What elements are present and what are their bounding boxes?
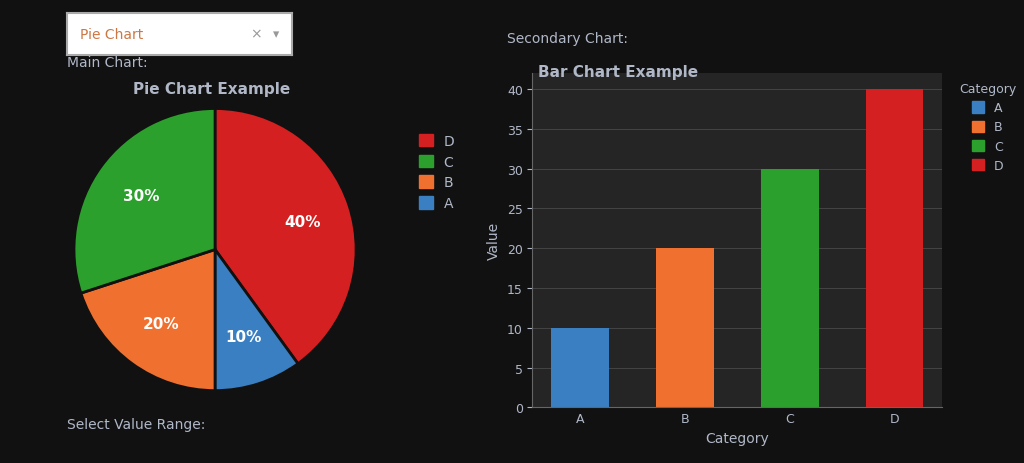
Text: 30%: 30%	[123, 189, 159, 204]
Text: Pie Chart: Pie Chart	[80, 28, 143, 42]
Bar	[551, 328, 609, 407]
Text: 10%: 10%	[225, 330, 261, 344]
Legend: A, B, C, D: A, B, C, D	[956, 80, 1019, 175]
Text: Bar Chart Example: Bar Chart Example	[538, 65, 697, 80]
Wedge shape	[215, 250, 298, 391]
Wedge shape	[74, 109, 215, 294]
Y-axis label: Value: Value	[487, 222, 502, 260]
Text: Secondary Chart:: Secondary Chart:	[507, 32, 628, 46]
Text: 40%: 40%	[284, 214, 321, 229]
X-axis label: Category: Category	[706, 431, 769, 445]
Text: 20%: 20%	[142, 317, 179, 332]
Text: ▾: ▾	[273, 28, 280, 41]
Wedge shape	[215, 109, 356, 364]
Text: ×: ×	[250, 28, 261, 42]
Legend: D, C, B, A: D, C, B, A	[416, 131, 458, 214]
Text: Main Chart:: Main Chart:	[67, 56, 147, 69]
Text: Pie Chart Example: Pie Chart Example	[133, 82, 291, 97]
Bar	[865, 90, 924, 407]
Bar	[656, 249, 714, 407]
Text: Select Value Range:: Select Value Range:	[67, 417, 205, 431]
Bar	[761, 169, 818, 407]
Wedge shape	[81, 250, 215, 391]
